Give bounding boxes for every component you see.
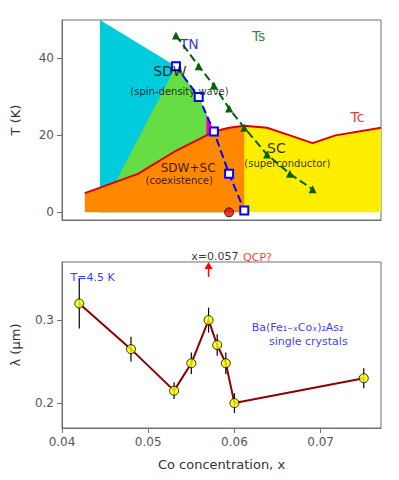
svg-text:Ts: Ts [251, 28, 266, 44]
svg-text:0.04: 0.04 [49, 435, 76, 449]
svg-text:SC: SC [267, 140, 286, 156]
svg-text:0.07: 0.07 [307, 435, 334, 449]
svg-text:T (K): T (K) [8, 105, 23, 137]
svg-text:SDW: SDW [153, 63, 187, 79]
svg-text:λ (μm): λ (μm) [8, 324, 23, 367]
svg-text:0.3: 0.3 [35, 313, 54, 327]
svg-text:0: 0 [46, 205, 54, 219]
svg-text:20: 20 [39, 128, 54, 142]
svg-text:Ba(Fe₁₋ₓCoₓ)₂As₂: Ba(Fe₁₋ₓCoₓ)₂As₂ [252, 321, 344, 334]
svg-text:40: 40 [39, 51, 54, 65]
svg-text:TN: TN [179, 36, 199, 52]
svg-text:0.06: 0.06 [221, 435, 248, 449]
svg-text:(superconductor): (superconductor) [244, 158, 330, 169]
svg-text:T=4.5 K: T=4.5 K [70, 271, 116, 284]
svg-text:0.05: 0.05 [135, 435, 162, 449]
svg-text:Co concentration, x: Co concentration, x [158, 457, 285, 472]
svg-text:Tc: Tc [350, 109, 365, 125]
svg-text:x=0.057: x=0.057 [191, 250, 238, 263]
svg-text:SDW+SC: SDW+SC [161, 161, 216, 175]
svg-text:0.2: 0.2 [35, 396, 54, 410]
svg-text:(spin-density wave): (spin-density wave) [130, 86, 228, 97]
svg-text:QCP?: QCP? [243, 251, 272, 264]
svg-text:(coexistence): (coexistence) [146, 175, 213, 186]
svg-text:single crystals: single crystals [269, 335, 348, 348]
